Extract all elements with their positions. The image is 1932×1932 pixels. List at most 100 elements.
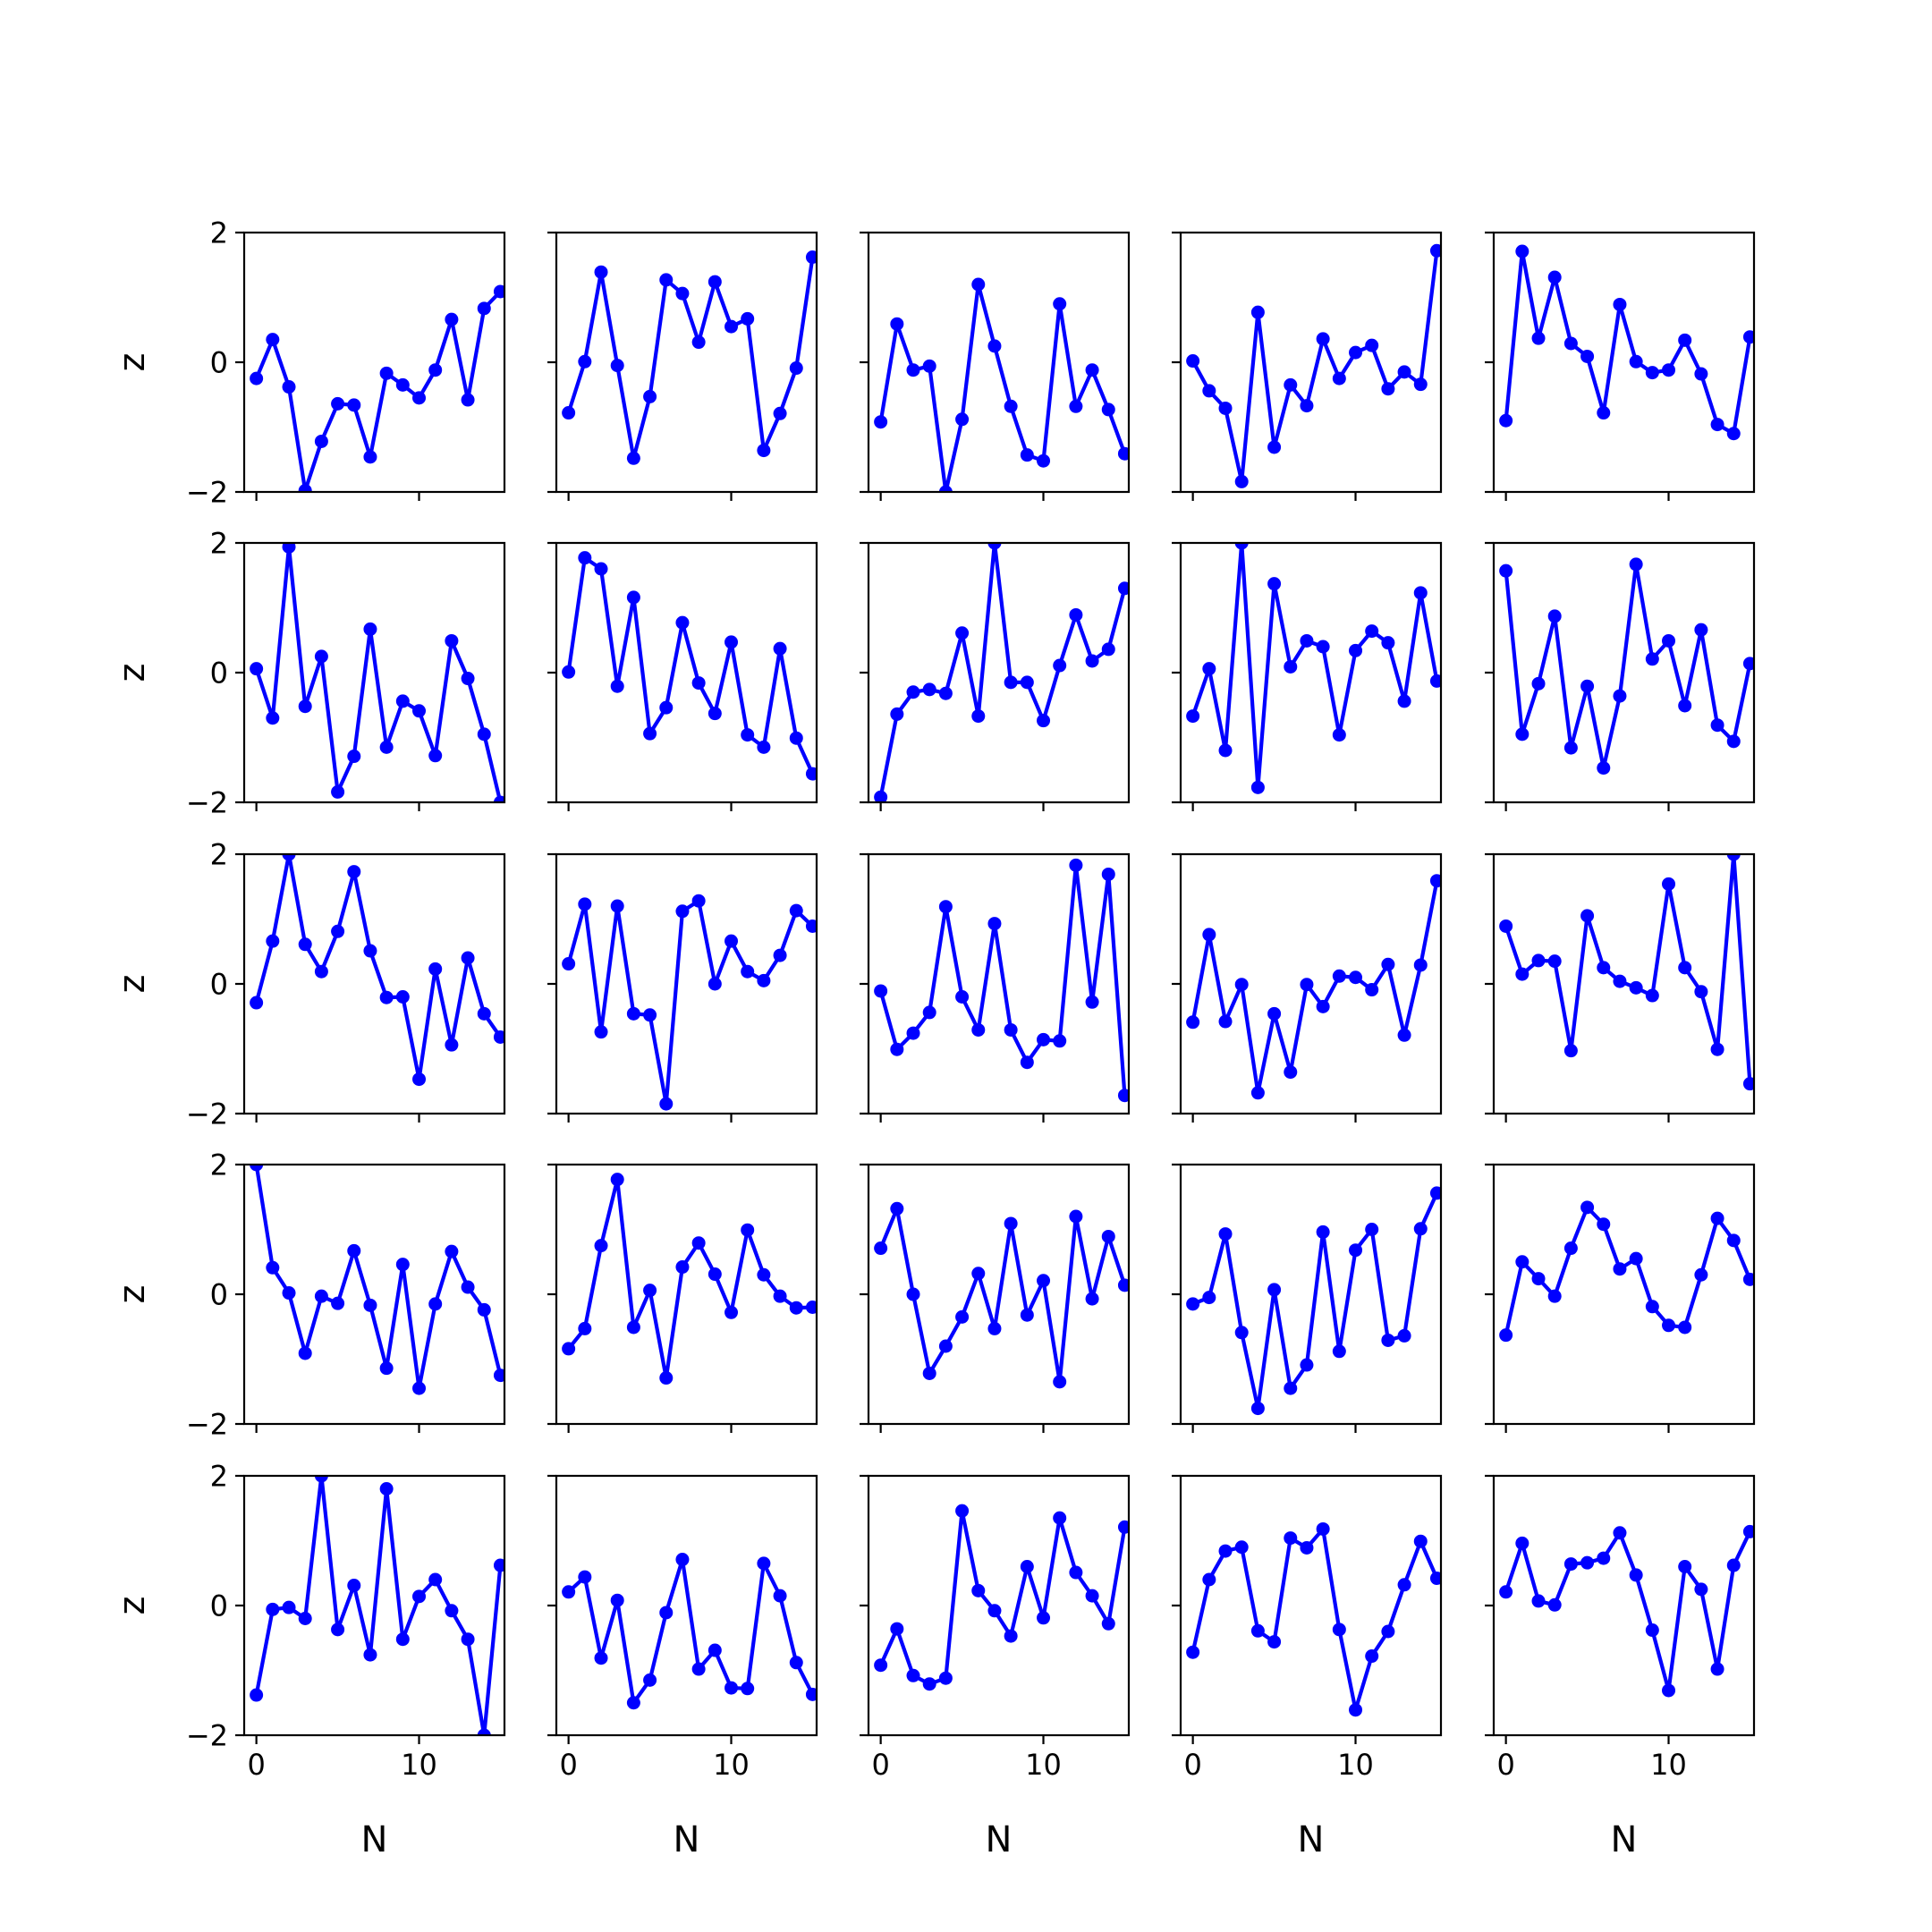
data-point — [1629, 557, 1643, 572]
data-point — [266, 333, 280, 347]
data-point — [1531, 1272, 1546, 1286]
data-point — [1365, 983, 1379, 997]
data-point — [282, 854, 296, 861]
data-point — [461, 393, 475, 407]
data-point — [428, 363, 443, 377]
data-point — [610, 1593, 624, 1607]
x-tick-label: 0 — [1183, 1748, 1201, 1782]
data-point — [461, 1280, 475, 1294]
data-point — [1300, 978, 1314, 992]
panel-2-2 — [547, 541, 818, 811]
data-point — [741, 311, 755, 326]
panel-2-5 — [1485, 541, 1756, 811]
data-point — [773, 1289, 787, 1303]
data-point — [1710, 1211, 1724, 1225]
data-point — [987, 1321, 1002, 1335]
data-point — [1413, 586, 1428, 600]
data-point — [938, 900, 953, 914]
x-tick-label: 0 — [1496, 1748, 1514, 1782]
y-axis-label: z — [112, 353, 153, 372]
data-point — [1662, 633, 1676, 648]
data-point — [1678, 961, 1692, 975]
data-point — [1004, 1629, 1018, 1643]
data-point — [1316, 640, 1330, 654]
series-line — [254, 1476, 503, 1735]
y-tick-label: 0 — [210, 1278, 228, 1312]
data-point — [347, 750, 361, 764]
data-point — [477, 1728, 491, 1735]
data-point — [363, 1298, 377, 1312]
data-point — [1085, 1292, 1099, 1306]
data-point — [1250, 1623, 1265, 1638]
data-point — [1037, 1032, 1051, 1046]
data-point — [987, 543, 1002, 550]
data-point — [1250, 305, 1265, 319]
panel-3-1: −2 0 2 z — [112, 838, 506, 1131]
data-point — [874, 1241, 888, 1256]
data-point — [610, 1173, 624, 1187]
data-point — [445, 312, 459, 326]
data-point — [1117, 1089, 1129, 1103]
data-point — [890, 317, 904, 331]
data-point — [1645, 366, 1659, 380]
data-point — [1547, 270, 1562, 284]
data-point — [314, 1289, 328, 1303]
data-point — [562, 1342, 576, 1356]
data-point — [314, 964, 328, 979]
data-point — [1381, 382, 1395, 396]
panel-data — [1499, 854, 1754, 1091]
panel-data — [562, 894, 817, 1111]
panel-2-3 — [860, 541, 1131, 811]
data-point — [493, 795, 504, 802]
data-point — [1726, 1558, 1741, 1572]
data-point — [1742, 657, 1754, 671]
data-point — [1710, 718, 1724, 733]
data-point — [1381, 1333, 1395, 1347]
data-point — [675, 1553, 690, 1567]
series-line — [1190, 248, 1439, 484]
data-point — [428, 1297, 443, 1311]
panel-data — [1499, 1524, 1754, 1698]
data-point — [1645, 988, 1659, 1003]
data-point — [412, 1589, 427, 1604]
data-point — [922, 359, 936, 373]
y-tick-label: −2 — [186, 1408, 228, 1442]
data-point — [1515, 1536, 1530, 1550]
data-point — [874, 984, 888, 998]
data-point — [971, 1267, 986, 1281]
data-point — [1053, 658, 1067, 673]
x-axis-label: N — [986, 1819, 1013, 1860]
data-point — [906, 685, 920, 699]
data-point — [1429, 1186, 1441, 1200]
data-point — [610, 359, 624, 373]
data-point — [691, 676, 706, 691]
x-axis-label: N — [361, 1819, 388, 1860]
data-point — [1234, 1326, 1249, 1340]
data-point — [314, 434, 328, 448]
panel-data — [874, 1504, 1129, 1691]
data-point — [1349, 970, 1363, 985]
data-point — [1234, 543, 1249, 550]
data-point — [1580, 679, 1595, 693]
panel-3-4 — [1172, 852, 1443, 1123]
data-point — [461, 1632, 475, 1647]
data-point — [1662, 1683, 1676, 1698]
panel-1-2 — [547, 231, 818, 501]
data-point — [1234, 1540, 1249, 1555]
series-line — [1190, 1191, 1440, 1411]
panel-5-2: 0 10 N — [547, 1474, 818, 1860]
data-point — [805, 1301, 817, 1314]
data-point — [266, 711, 280, 725]
x-tick-label: 10 — [1650, 1748, 1687, 1782]
series-line — [566, 255, 815, 461]
data-point — [1726, 734, 1741, 749]
data-point — [1300, 633, 1314, 648]
data-point — [1037, 1611, 1051, 1625]
panels-root: −2 0 2 z −2 0 2 z −2 0 2 z −2 0 2 z −2 0 2 0 10 z N 0 10 N 0 10 N 0 10… — [112, 216, 1756, 1860]
data-point — [1694, 1267, 1708, 1282]
series-line — [878, 863, 1127, 1097]
data-point — [1020, 1055, 1034, 1070]
data-point — [1020, 1308, 1034, 1322]
data-point — [428, 962, 443, 976]
